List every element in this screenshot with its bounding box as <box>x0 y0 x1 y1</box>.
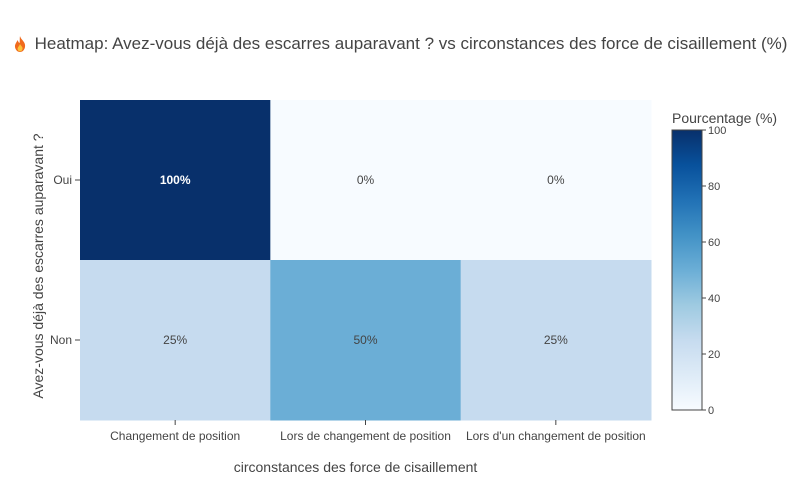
y-tick-label: Non <box>50 333 72 347</box>
heatmap-cell <box>270 260 462 421</box>
heatmap-cell <box>270 100 462 261</box>
x-tick-label: Lors d'un changement de position <box>466 429 646 443</box>
heatmap-cell <box>80 260 271 421</box>
colorbar-tick-label: 40 <box>708 293 720 305</box>
heatmap-cell <box>80 100 271 261</box>
heatmap-cells <box>80 100 652 421</box>
colorbar: Pourcentage (%) 0 20 40 60 80 100 <box>671 110 777 417</box>
cell-label: 25% <box>163 333 187 347</box>
fire-icon <box>14 36 25 52</box>
cell-label: 50% <box>353 333 377 347</box>
colorbar-gradient <box>671 129 703 411</box>
colorbar-tick-label: 100 <box>708 125 726 137</box>
colorbar-title: Pourcentage (%) <box>672 110 777 126</box>
y-tick-label: Oui <box>53 173 72 187</box>
x-tick-label: Lors de changement de position <box>280 429 451 443</box>
cell-label: 0% <box>357 173 375 187</box>
colorbar-tick-label: 0 <box>708 405 714 417</box>
x-axis-title: circonstances des force de cisaillement <box>234 459 478 475</box>
cell-label: 100% <box>160 173 191 187</box>
y-axis-title: Avez-vous déjà des escarres auparavant ? <box>30 133 46 398</box>
cell-labels: 100% 0% 0% 25% 50% 25% <box>160 173 568 347</box>
chart-title-text: Heatmap: Avez-vous déjà des escarres aup… <box>34 34 788 53</box>
heatmap-cell <box>460 100 652 261</box>
x-tick-label: Changement de position <box>110 429 240 443</box>
colorbar-tick-label: 20 <box>708 349 720 361</box>
cell-label: 0% <box>547 173 565 187</box>
chart-title: Heatmap: Avez-vous déjà des escarres aup… <box>0 34 800 54</box>
cell-label: 25% <box>544 333 568 347</box>
axes: Oui Non Changement de position Lors de chan… <box>30 133 646 475</box>
colorbar-tick-label: 60 <box>708 237 720 249</box>
heatmap-cell <box>460 260 652 421</box>
colorbar-tick-label: 80 <box>708 181 720 193</box>
